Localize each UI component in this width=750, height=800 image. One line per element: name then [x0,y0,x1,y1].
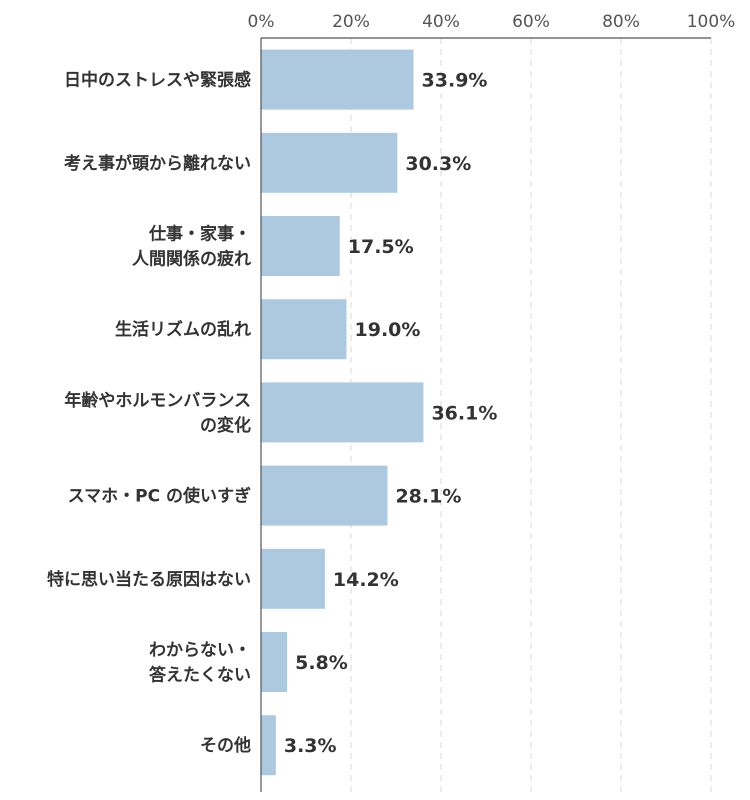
bar [261,132,398,193]
bar-value-label: 30.3% [405,153,471,175]
bar [261,548,325,609]
bar-value-label: 17.5% [348,236,414,258]
bar [261,465,388,526]
x-tick-label: 0% [248,12,275,32]
bar-value-label: 19.0% [355,319,421,341]
category-label: 特に思い当たる原因はない [47,569,251,590]
bars [261,49,424,776]
bar [261,216,340,276]
x-tick-label: 40% [422,12,460,32]
bar [261,382,424,443]
bar-value-label: 28.1% [395,486,461,508]
bar-value-label: 3.3% [284,735,337,757]
bar-value-label: 5.8% [295,652,348,674]
x-tick-label: 100% [687,12,736,32]
labels: 0% 20% 40% 60% 80% 100% 33.9% 日中のストレスや緊張感 30.3% 考… [47,12,735,757]
category-label: 仕事・家事・ [148,224,251,245]
bar-value-label: 36.1% [431,402,497,424]
category-label: の変化 [200,415,251,436]
bar [261,299,347,360]
x-tick-label: 20% [332,12,370,32]
category-label: 生活リズムの乱れ [115,319,251,340]
category-label: 人間関係の疲れ [132,249,251,270]
bar [261,715,276,776]
category-label: スマホ・PC の使いすぎ [68,486,251,507]
category-label: 答えたくない [149,665,251,686]
axes [260,37,711,792]
category-label: わからない・ [149,641,251,661]
x-tick-label: 80% [602,12,640,32]
grid-lines [350,38,712,792]
category-label: その他 [200,735,251,756]
bar-value-label: 33.9% [422,70,488,92]
category-label: 日中のストレスや緊張感 [64,70,251,91]
bar-value-label: 14.2% [333,569,399,591]
bar [261,49,414,110]
category-label: 年齢やホルモンバランス [64,390,251,411]
category-label: 考え事が頭から離れない [63,153,251,174]
x-tick-label: 60% [512,12,550,32]
bar [261,632,288,692]
